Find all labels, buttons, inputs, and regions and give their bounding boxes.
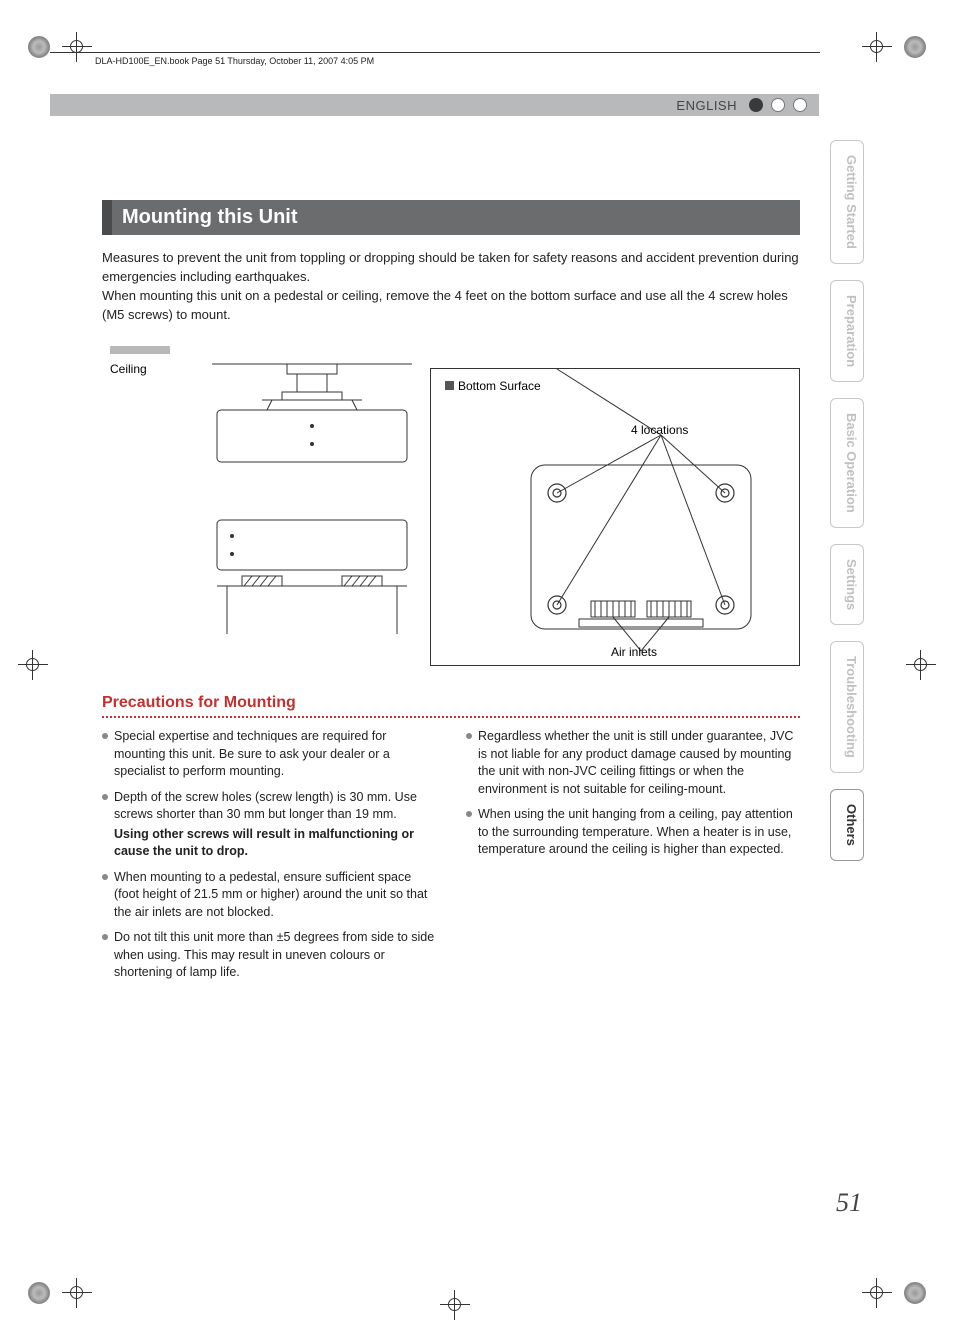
tab-settings[interactable]: Settings	[830, 544, 864, 625]
language-label: ENGLISH	[676, 98, 737, 113]
bottom-surface-svg	[431, 369, 801, 667]
crop-cross-bl	[62, 1278, 92, 1308]
bullet-r1: Regardless whether the unit is still und…	[466, 728, 800, 798]
crop-cross-tl	[62, 32, 92, 62]
page-content: Mounting this Unit Measures to prevent t…	[102, 200, 800, 990]
crop-cross-ml	[18, 650, 48, 680]
language-bar: ENGLISH	[50, 94, 819, 116]
mounting-diagram: Ceiling	[102, 346, 800, 666]
bullet-r2: When using the unit hanging from a ceili…	[466, 806, 800, 859]
bullet-l2: Depth of the screw holes (screw length) …	[102, 789, 436, 861]
ceiling-mount-svg	[202, 354, 422, 484]
side-tabs: Getting Started Preparation Basic Operat…	[830, 140, 864, 861]
screw-warning: Using other screws will result in malfun…	[114, 826, 436, 861]
pedestal-mount-svg	[202, 516, 422, 636]
lang-dot-3	[793, 98, 807, 112]
crop-cross-tr	[862, 32, 892, 62]
tab-preparation[interactable]: Preparation	[830, 280, 864, 382]
bullet-l1: Special expertise and techniques are req…	[102, 728, 436, 781]
precautions-right-col: Regardless whether the unit is still und…	[466, 728, 800, 990]
crop-circle-tr	[904, 36, 926, 58]
precautions-columns: Special expertise and techniques are req…	[102, 728, 800, 990]
bottom-surface-label: Bottom Surface	[445, 379, 541, 393]
crop-circle-bl	[28, 1282, 50, 1304]
crop-cross-mb	[440, 1290, 470, 1320]
crop-cross-br	[862, 1278, 892, 1308]
section-title: Mounting this Unit	[102, 200, 800, 235]
air-inlets-label: Air inlets	[611, 645, 657, 659]
tab-others[interactable]: Others	[830, 789, 864, 861]
bullet-l4: Do not tilt this unit more than ±5 degre…	[102, 929, 436, 982]
bottom-surface-box: Bottom Surface 4 locations	[430, 368, 800, 666]
crop-circle-br	[904, 1282, 926, 1304]
locations-label: 4 locations	[631, 423, 688, 437]
crop-cross-mr	[906, 650, 936, 680]
diagram-accent-bar	[110, 346, 170, 354]
page-number: 51	[836, 1188, 862, 1218]
ceiling-label: Ceiling	[110, 362, 147, 376]
top-rule	[50, 52, 820, 53]
tab-getting-started[interactable]: Getting Started	[830, 140, 864, 264]
precautions-left-col: Special expertise and techniques are req…	[102, 728, 436, 990]
bullet-l3: When mounting to a pedestal, ensure suff…	[102, 869, 436, 922]
lang-dot-2	[771, 98, 785, 112]
lang-dot-1	[749, 98, 763, 112]
tab-basic-operation[interactable]: Basic Operation	[830, 398, 864, 528]
book-header-line: DLA-HD100E_EN.book Page 51 Thursday, Oct…	[95, 56, 374, 66]
precautions-heading: Precautions for Mounting	[102, 694, 800, 718]
intro-paragraph: Measures to prevent the unit from toppli…	[102, 249, 800, 324]
crop-circle-tl	[28, 36, 50, 58]
tab-troubleshooting[interactable]: Troubleshooting	[830, 641, 864, 773]
